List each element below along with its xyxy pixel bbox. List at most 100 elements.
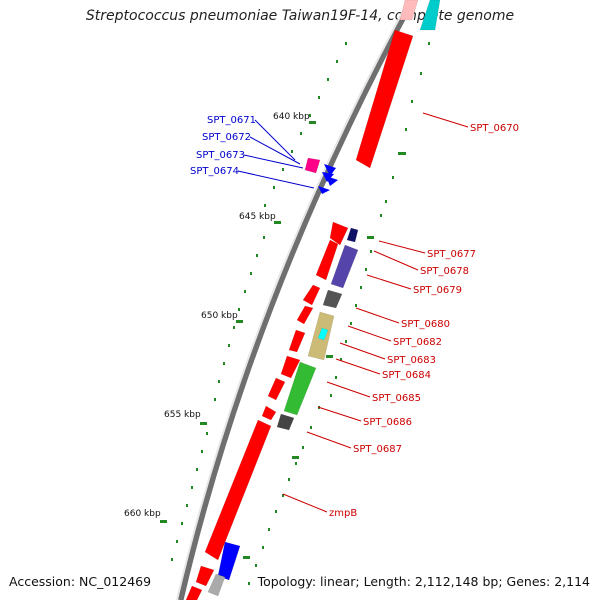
tick-dot xyxy=(380,214,382,217)
tick-dot xyxy=(300,132,302,135)
tick-dot xyxy=(335,376,337,379)
scale-tick-label: 650 kbp xyxy=(201,311,238,321)
scale-tick-mark xyxy=(292,456,299,459)
gene-label-left: SPT_0672 xyxy=(202,132,251,143)
label-leader-line xyxy=(254,119,296,161)
tick-dot xyxy=(420,72,422,75)
small-gene-arrow xyxy=(326,176,338,186)
gene-label-left: SPT_0673 xyxy=(196,150,245,161)
scale-tick-mark xyxy=(367,236,374,239)
gene-label-right: SPT_0678 xyxy=(420,266,469,277)
scale-tick-mark xyxy=(274,221,281,224)
tick-dot xyxy=(291,150,293,153)
gene-feature xyxy=(315,239,339,281)
gene-feature xyxy=(288,329,306,353)
scale-tick-label: 660 kbp xyxy=(124,509,161,519)
tick-dot xyxy=(273,186,275,189)
tick-dot xyxy=(238,308,240,311)
label-leader-line xyxy=(355,307,400,324)
small-gene-arrow xyxy=(324,164,336,176)
tick-dot xyxy=(370,250,372,253)
tick-dot xyxy=(275,510,277,513)
tick-dot xyxy=(327,78,329,81)
genome-backbone xyxy=(176,0,416,600)
tick-dot xyxy=(171,558,173,561)
tick-dot xyxy=(295,462,297,465)
gene-label-right: SPT_0682 xyxy=(393,337,442,348)
tick-dot xyxy=(233,326,235,329)
label-leader-line xyxy=(243,154,304,169)
gene-feature xyxy=(304,157,321,174)
tick-dot xyxy=(250,272,252,275)
tick-dot xyxy=(350,322,352,325)
gene-feature xyxy=(280,355,301,379)
tick-dot xyxy=(201,450,203,453)
scale-tick-mark xyxy=(326,355,333,358)
scale-tick-mark xyxy=(399,152,406,155)
tick-dot xyxy=(206,432,208,435)
small-gene-arrow xyxy=(318,186,330,194)
label-leader-line xyxy=(237,170,315,189)
tick-dot xyxy=(392,176,394,179)
gene-feature xyxy=(261,405,277,421)
gene-feature xyxy=(329,221,349,246)
gene-label-left: SPT_0671 xyxy=(207,115,256,126)
scale-tick-mark xyxy=(160,520,167,523)
tick-dot xyxy=(302,446,304,449)
label-leader-line xyxy=(306,431,352,449)
label-leader-line xyxy=(317,406,362,422)
scale-tick-label: 645 kbp xyxy=(239,212,276,222)
tick-dot xyxy=(196,468,198,471)
label-leader-line xyxy=(326,381,371,398)
gene-feature xyxy=(204,419,272,561)
scale-tick-label: 640 kbp xyxy=(273,112,310,122)
gene-label-right: SPT_0683 xyxy=(387,355,436,366)
tick-dot xyxy=(191,486,193,489)
tick-dot xyxy=(223,362,225,365)
gene-feature xyxy=(283,361,317,416)
gene-feature xyxy=(195,565,215,587)
label-leader-line xyxy=(366,274,412,290)
tick-dot xyxy=(411,100,413,103)
gene-feature xyxy=(330,244,359,289)
tick-dot xyxy=(186,504,188,507)
scale-tick-mark xyxy=(243,556,250,559)
tick-dot xyxy=(318,96,320,99)
gene-label-right: SPT_0686 xyxy=(363,417,412,428)
tick-dot xyxy=(355,304,357,307)
tick-dot xyxy=(405,128,407,131)
tick-dot xyxy=(268,528,270,531)
gene-feature xyxy=(296,305,314,325)
gene-feature xyxy=(267,377,286,401)
tick-dot xyxy=(340,358,342,361)
tick-dot xyxy=(255,564,257,567)
tick-dot xyxy=(244,290,246,293)
gene-feature xyxy=(399,0,419,21)
scale-tick-mark xyxy=(309,121,316,124)
gene-label-right: SPT_0687 xyxy=(353,444,402,455)
gene-feature xyxy=(302,284,321,306)
tick-dot xyxy=(309,114,311,117)
scale-tick-mark xyxy=(200,422,207,425)
gene-label-right: SPT_0670 xyxy=(470,123,519,134)
gene-feature xyxy=(207,573,226,597)
label-leader-line xyxy=(347,325,392,342)
tick-dot xyxy=(365,268,367,271)
tick-dot xyxy=(330,394,332,397)
gene-label-right: SPT_0685 xyxy=(372,393,421,404)
gene-feature xyxy=(355,29,414,169)
gene-label-left: SPT_0674 xyxy=(190,166,239,177)
tick-dot xyxy=(228,344,230,347)
label-leader-line xyxy=(373,250,419,271)
tick-dot xyxy=(176,540,178,543)
label-leader-line xyxy=(249,136,301,165)
gene-feature xyxy=(217,541,241,581)
tick-dot xyxy=(262,546,264,549)
gene-label-right: SPT_0677 xyxy=(427,249,476,260)
gene-feature xyxy=(317,327,329,341)
tick-dot xyxy=(310,426,312,429)
tick-dot xyxy=(218,380,220,383)
gene-label-right: SPT_0684 xyxy=(382,370,431,381)
gene-feature xyxy=(346,227,359,243)
